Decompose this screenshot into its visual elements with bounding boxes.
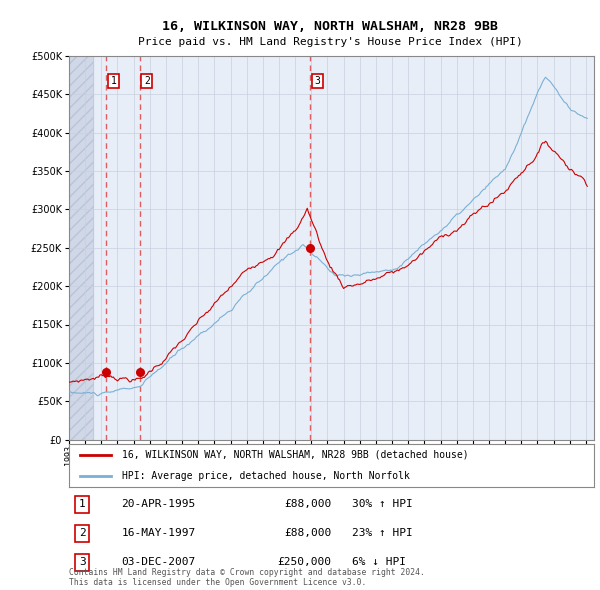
Text: HPI: Average price, detached house, North Norfolk: HPI: Average price, detached house, Nort… — [121, 471, 409, 481]
Text: 3: 3 — [314, 76, 320, 86]
Text: £250,000: £250,000 — [277, 558, 331, 567]
Text: 03-DEC-2007: 03-DEC-2007 — [121, 558, 196, 567]
Text: 2: 2 — [79, 529, 86, 538]
Text: 1: 1 — [79, 500, 86, 509]
Text: 3: 3 — [79, 558, 86, 567]
Bar — [69, 56, 93, 440]
Text: 20-APR-1995: 20-APR-1995 — [121, 500, 196, 509]
Text: 23% ↑ HPI: 23% ↑ HPI — [353, 529, 413, 538]
Text: Price paid vs. HM Land Registry's House Price Index (HPI): Price paid vs. HM Land Registry's House … — [137, 38, 523, 47]
Text: £88,000: £88,000 — [284, 500, 331, 509]
Text: 6% ↓ HPI: 6% ↓ HPI — [353, 558, 407, 567]
Bar — [69, 56, 93, 440]
Text: £88,000: £88,000 — [284, 529, 331, 538]
Text: 2: 2 — [144, 76, 150, 86]
Text: 16-MAY-1997: 16-MAY-1997 — [121, 529, 196, 538]
Text: 30% ↑ HPI: 30% ↑ HPI — [353, 500, 413, 509]
Text: Contains HM Land Registry data © Crown copyright and database right 2024.
This d: Contains HM Land Registry data © Crown c… — [69, 568, 425, 587]
Text: 16, WILKINSON WAY, NORTH WALSHAM, NR28 9BB: 16, WILKINSON WAY, NORTH WALSHAM, NR28 9… — [162, 20, 498, 33]
Text: 16, WILKINSON WAY, NORTH WALSHAM, NR28 9BB (detached house): 16, WILKINSON WAY, NORTH WALSHAM, NR28 9… — [121, 450, 468, 460]
Text: 1: 1 — [110, 76, 116, 86]
